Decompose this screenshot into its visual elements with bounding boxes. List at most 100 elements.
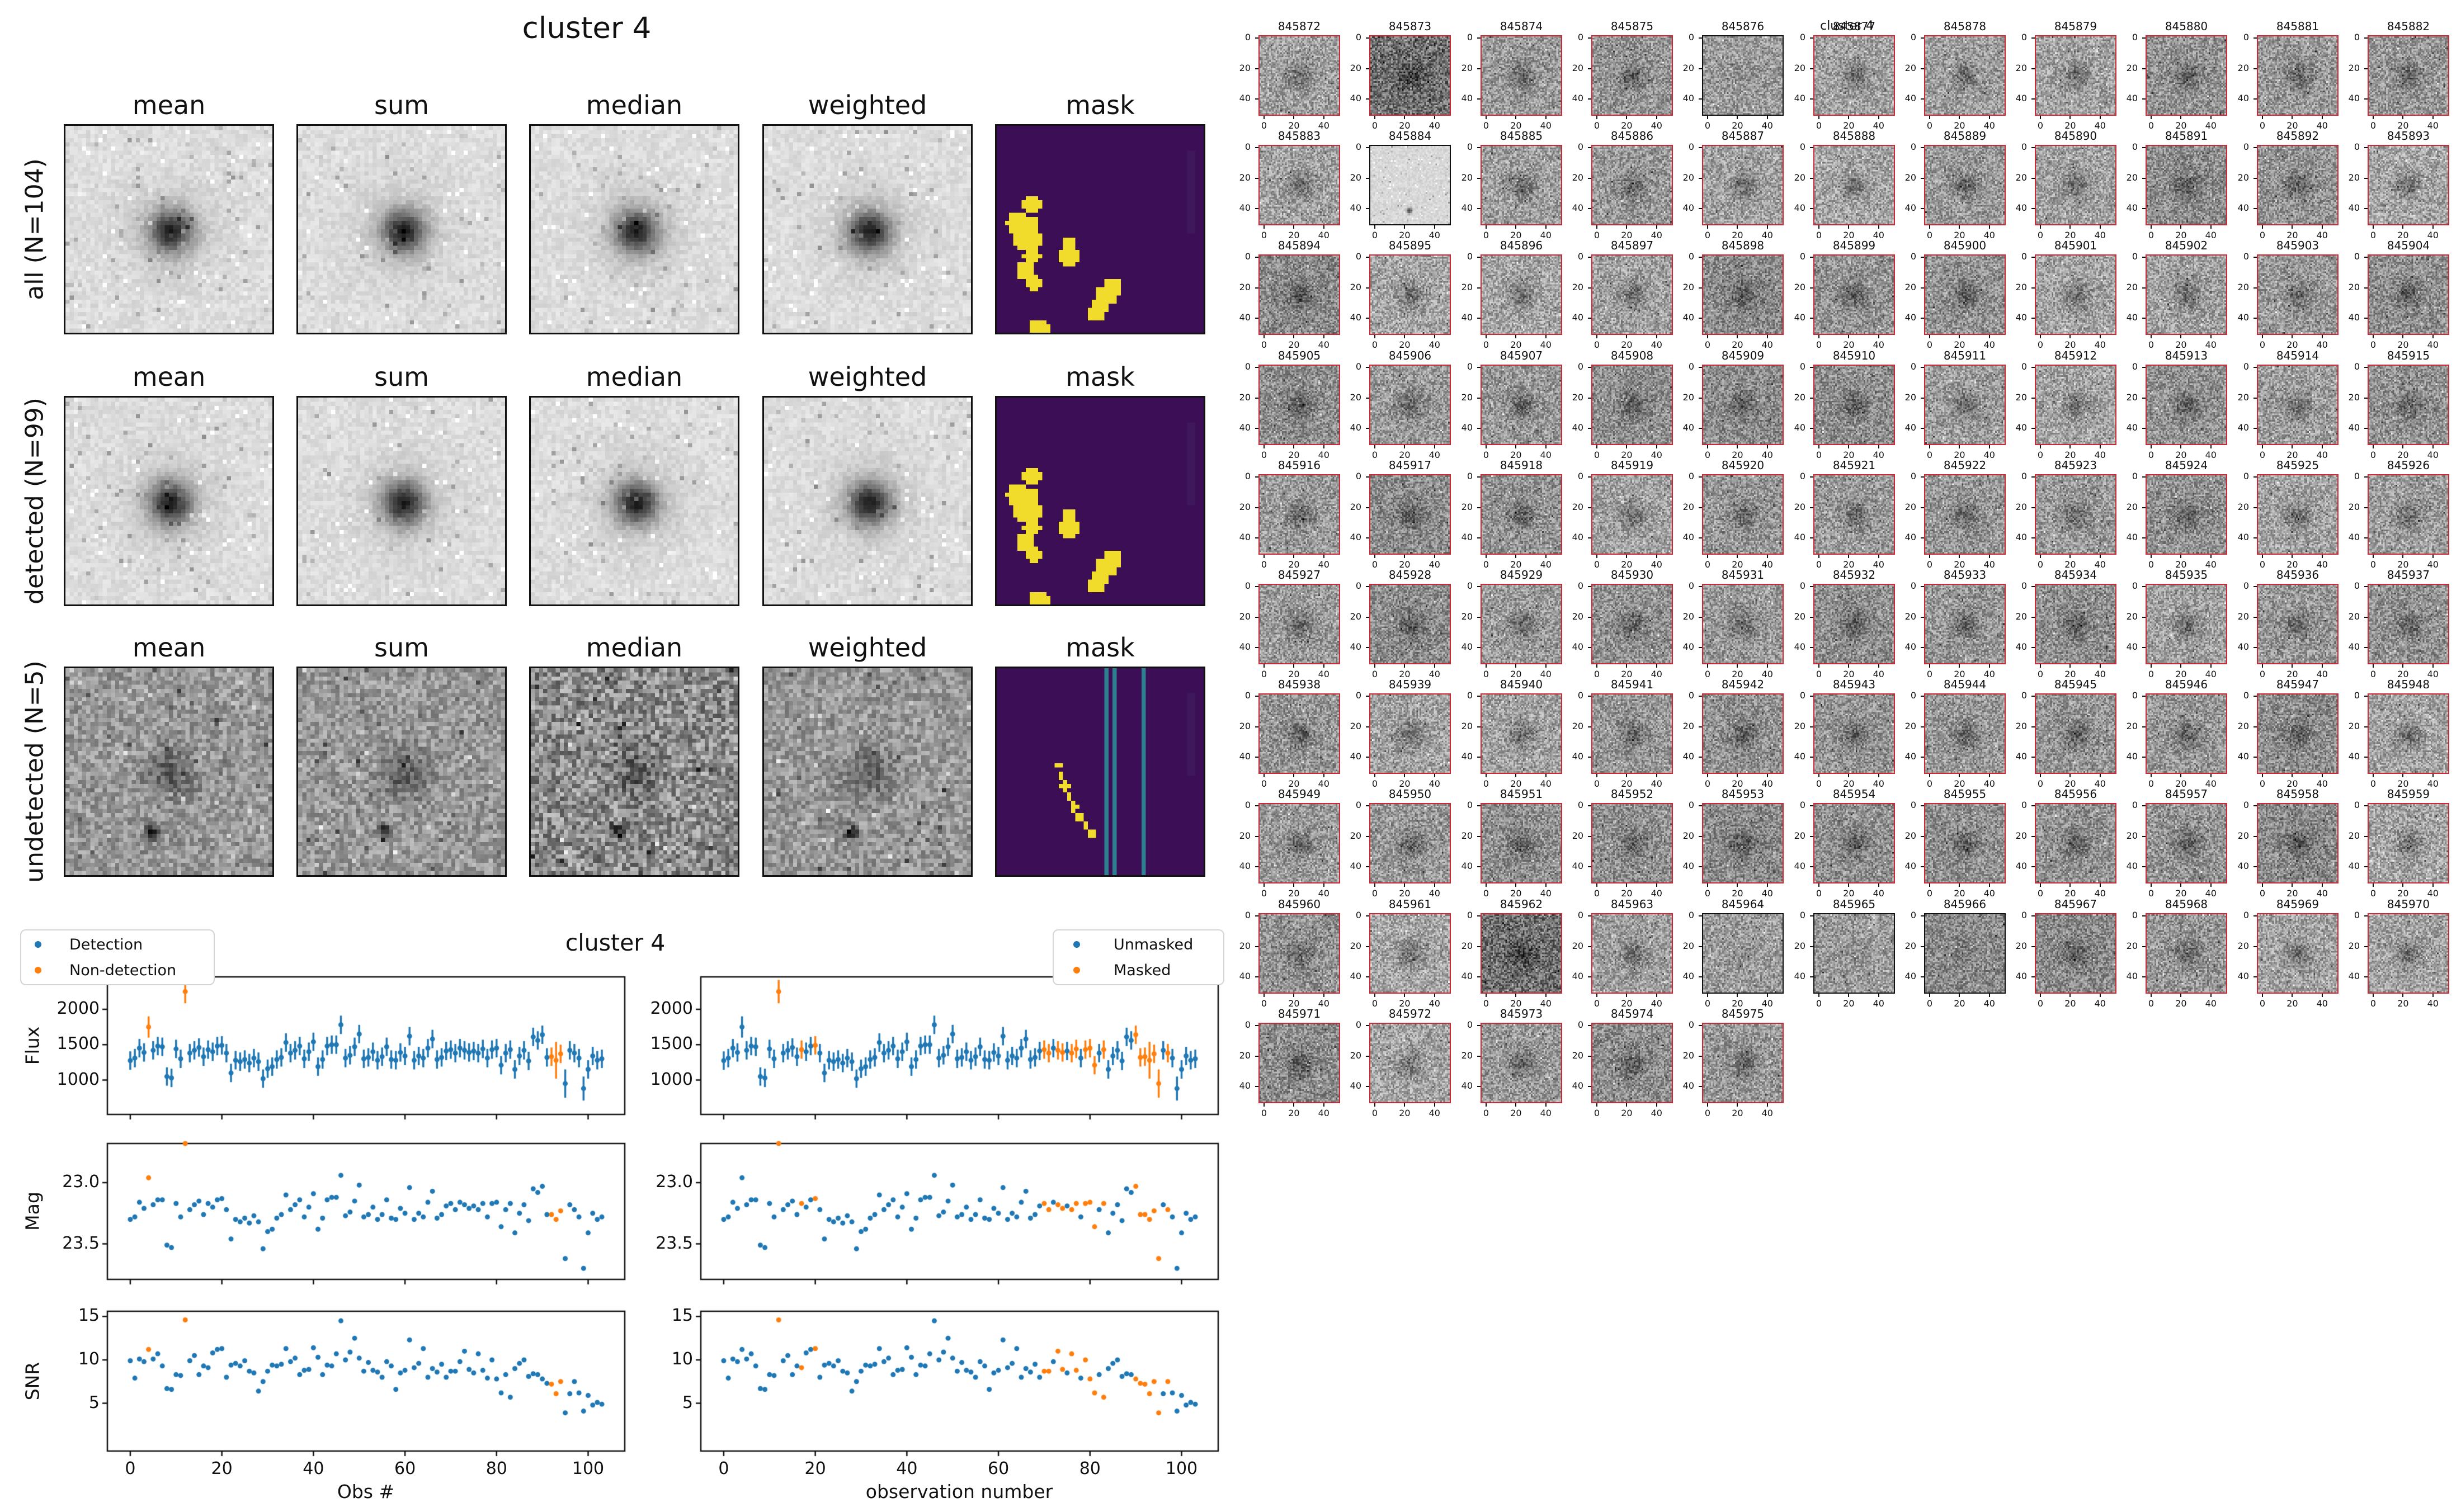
tile-y-tick-label: 0 xyxy=(1355,580,1361,591)
plot-y-tick-label: 5 xyxy=(88,1392,100,1412)
tile-x-tick-label: 40 xyxy=(2427,230,2439,240)
tickmark xyxy=(1374,883,1375,887)
tickmark xyxy=(1929,883,1930,887)
tickmark xyxy=(2364,976,2368,978)
tile-x-tick-label: 0 xyxy=(2037,339,2044,350)
tile-y-tick-label: 0 xyxy=(1467,1019,1473,1030)
tickmark xyxy=(2262,994,2263,997)
tile-x-tick-label: 0 xyxy=(1926,450,1933,460)
tile-y-tick-label: 20 xyxy=(1682,501,1694,512)
tickmark xyxy=(1293,994,1295,997)
tickmark xyxy=(1515,225,1517,229)
tile-y-tick-label: 0 xyxy=(2132,251,2138,262)
tile-y-tick-label: 20 xyxy=(2237,172,2249,183)
tickmark xyxy=(2253,68,2257,69)
tile-y-tick-label: 40 xyxy=(2237,751,2249,762)
tile-x-tick-label: 40 xyxy=(2094,120,2106,131)
cutout-tile-canvas xyxy=(1703,256,1783,334)
tickmark xyxy=(1255,726,1258,727)
tickmark xyxy=(1486,225,1487,229)
tile-x-tick-label: 0 xyxy=(2370,778,2377,789)
tile-x-tick-label: 0 xyxy=(1704,230,1711,240)
tile-x-tick-label: 20 xyxy=(1843,559,1855,570)
cutout-tile-canvas xyxy=(2369,914,2448,993)
tickmark xyxy=(2253,835,2257,837)
tickmark xyxy=(1486,445,1487,448)
tile-y-tick-label: 0 xyxy=(1467,690,1473,701)
tile-y-tick-label: 40 xyxy=(2348,641,2360,653)
cutout-tile xyxy=(1924,584,2006,664)
tile-title: 845905 xyxy=(1277,349,1321,362)
cutout-tile-canvas xyxy=(1260,366,1339,444)
cutout-tile xyxy=(2035,693,2116,774)
tickmark xyxy=(1374,774,1375,777)
tickmark xyxy=(1477,397,1481,399)
tickmark xyxy=(1626,225,1628,229)
tile-x-tick-label: 20 xyxy=(2064,120,2076,131)
tile-title: 845952 xyxy=(1610,787,1654,801)
tickmark xyxy=(2142,208,2146,210)
tile-x-tick-label: 20 xyxy=(1954,778,1965,789)
tickmark xyxy=(1486,335,1487,338)
tickmark xyxy=(1921,915,1924,916)
tile-y-tick-label: 20 xyxy=(1904,940,1916,951)
tickmark xyxy=(1588,208,1591,210)
tickmark xyxy=(2364,37,2368,39)
tickmark xyxy=(1818,445,1819,448)
plot-y-tick-label: 1000 xyxy=(56,1069,100,1089)
tile-x-tick-label: 40 xyxy=(1983,559,1995,570)
stack-panel-sum-canvas xyxy=(298,668,505,875)
tickmark xyxy=(1921,476,1924,478)
tickmark xyxy=(1255,946,1258,947)
tile-y-tick-label: 20 xyxy=(1794,940,1805,951)
tile-x-tick-label: 0 xyxy=(1483,888,1489,899)
tickmark xyxy=(1596,664,1597,668)
tile-x-tick-label: 0 xyxy=(2259,120,2266,131)
tile-x-tick-label: 0 xyxy=(2370,339,2377,350)
cutout-tile-canvas xyxy=(1814,694,1894,773)
cutout-tile-canvas xyxy=(2147,256,2226,334)
tickmark xyxy=(2402,225,2404,229)
cutout-tile xyxy=(1481,254,1562,335)
tickmark xyxy=(2142,177,2146,179)
tile-y-tick-label: 40 xyxy=(2015,861,2027,872)
tile-y-tick-label: 40 xyxy=(2237,971,2249,982)
tickmark xyxy=(1766,1103,1768,1107)
tickmark xyxy=(2364,367,2368,368)
tile-x-tick-label: 20 xyxy=(1843,120,1855,131)
tile-y-tick-label: 40 xyxy=(1350,1080,1361,1092)
tile-title: 845941 xyxy=(1610,678,1654,691)
tile-x-tick-label: 0 xyxy=(1704,998,1711,1009)
tickmark xyxy=(1255,287,1258,289)
tickmark xyxy=(1810,976,1813,978)
tile-x-tick-label: 40 xyxy=(1540,998,1552,1009)
tickmark xyxy=(1293,883,1295,887)
tickmark xyxy=(1766,664,1768,668)
tickmark xyxy=(2040,225,2041,229)
cutout-tile-canvas xyxy=(1592,914,1672,993)
tickmark xyxy=(2253,866,2257,868)
tile-title: 845924 xyxy=(2165,459,2208,472)
tickmark xyxy=(2040,445,2041,448)
tile-x-tick-label: 20 xyxy=(1954,559,1965,570)
tile-y-tick-label: 20 xyxy=(2126,281,2138,292)
mag-axis-label: Mag xyxy=(21,1192,44,1231)
tickmark xyxy=(1848,883,1850,887)
tile-x-tick-label: 0 xyxy=(1926,998,1933,1009)
tickmark xyxy=(1707,994,1708,997)
tickmark xyxy=(2253,616,2257,618)
tickmark xyxy=(1818,994,1819,997)
cutout-tile xyxy=(1702,254,1784,335)
tickmark xyxy=(1477,476,1481,478)
tile-y-tick-label: 20 xyxy=(1904,501,1916,512)
tile-title: 845880 xyxy=(2165,20,2208,33)
cutout-tile xyxy=(1369,254,1451,335)
tile-title: 845888 xyxy=(1832,129,1876,143)
cutout-tile-canvas xyxy=(1814,146,1894,224)
tickmark xyxy=(1699,476,1702,478)
tile-x-tick-label: 0 xyxy=(1704,1108,1711,1118)
tickmark xyxy=(1699,1025,1702,1026)
tickmark xyxy=(1404,994,1406,997)
tile-x-tick-label: 40 xyxy=(1318,888,1329,899)
